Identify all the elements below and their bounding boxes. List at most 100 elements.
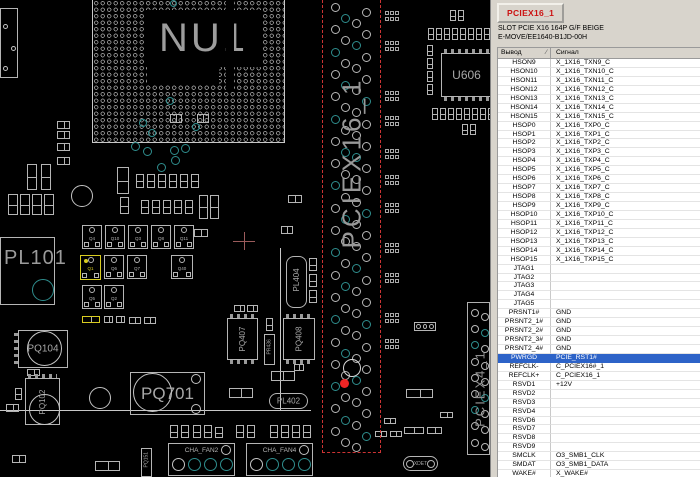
column-header-signal[interactable]: Сигнал <box>551 48 700 58</box>
component-pl404[interactable]: PL404 <box>286 256 307 308</box>
pin-row[interactable]: HSOP2 X_1X16_TXP2_C <box>498 139 700 149</box>
connector-cha-fan2[interactable]: CHA_FAN2 <box>168 443 235 476</box>
pin-row[interactable]: HSOP5 X_1X16_TXP5_C <box>498 166 700 176</box>
pin-pad[interactable] <box>352 442 361 452</box>
pin-row[interactable]: HSOP3 X_1X16_TXP3_C <box>498 148 700 158</box>
pin-pad[interactable] <box>481 313 489 321</box>
pin-pad[interactable] <box>471 390 479 398</box>
pin-pad[interactable] <box>341 125 350 135</box>
pin-pad[interactable] <box>362 297 371 307</box>
pin-row[interactable]: PRSNT2_1# GND <box>498 318 700 328</box>
pin-row[interactable]: RSVD8 <box>498 434 700 444</box>
pin-pad[interactable] <box>352 398 361 408</box>
pin-pad[interactable] <box>481 377 489 386</box>
pin-pad[interactable] <box>331 226 340 235</box>
pin-pad[interactable] <box>362 320 371 330</box>
pin-pad[interactable] <box>471 373 479 382</box>
pin-pad[interactable] <box>362 164 371 174</box>
component-pl101-outline[interactable] <box>0 237 55 305</box>
pin-row[interactable]: HSON11 X_1X16_TXN11_C <box>498 76 700 86</box>
transistor[interactable]: Q10 <box>105 225 125 249</box>
pin-pad[interactable] <box>362 30 371 40</box>
pin-pad[interactable] <box>481 442 489 451</box>
pcb-board[interactable]: NU1 Q4 Q10 Q3 Q8 Q11 Q1 Q6 Q7 Q40 Q5 Q2 PL101 PL404 PQ… <box>0 0 490 477</box>
pin-row[interactable]: HSOP6 X_1X16_TXP6_C <box>498 175 700 185</box>
pin-pad[interactable] <box>341 437 350 447</box>
pin-row[interactable]: HSON13 X_1X16_TXN13_C <box>498 94 700 104</box>
pin-pad[interactable] <box>341 14 350 24</box>
refdes-button[interactable]: PCIEX16_1 <box>497 3 565 23</box>
slot-pciex16-1[interactable]: PCIEX16_1 <box>322 0 381 453</box>
pin-row[interactable]: HSOP11 X_1X16_TXP11_C <box>498 219 700 229</box>
pin-pad[interactable] <box>331 114 340 124</box>
pin-pad[interactable] <box>362 74 371 84</box>
pin-pad[interactable] <box>331 270 340 280</box>
transistor[interactable]: Q40 <box>171 255 193 279</box>
pin-row[interactable]: HSOP10 X_1X16_TXP10_C <box>498 210 700 220</box>
pin-row[interactable]: SMCLK O3_SMB1_CLK <box>498 452 700 462</box>
pin-pad[interactable] <box>331 92 340 102</box>
pin-pad[interactable] <box>331 426 340 436</box>
pin-pad[interactable] <box>331 136 340 146</box>
pin-row[interactable]: PRSNT2_3# GND <box>498 336 700 345</box>
pin-pad[interactable] <box>331 3 340 12</box>
pin-row[interactable]: HSON14 X_1X16_TXN14_C <box>498 103 700 113</box>
transistor-q1-highlighted[interactable]: Q1 <box>80 255 101 280</box>
pin-pad[interactable] <box>341 304 350 314</box>
component-pq407[interactable]: PQ407 <box>227 314 258 364</box>
pin-pad[interactable] <box>471 422 479 431</box>
pin-row[interactable]: HSOP1 X_1X16_TXP1_C <box>498 130 700 140</box>
pin-row[interactable]: PWRGD PCIE_RST1# <box>498 353 700 363</box>
pin-row[interactable]: JTAG3 <box>498 282 700 292</box>
pin-row[interactable]: RSVD6 <box>498 416 700 426</box>
pin-pad[interactable] <box>352 152 361 162</box>
pin-pad[interactable] <box>362 387 371 397</box>
component-pl402[interactable]: PL402 <box>269 393 308 409</box>
pin-pad[interactable] <box>341 147 350 157</box>
pin-pad[interactable] <box>341 259 350 269</box>
pin-row[interactable]: JTAG4 <box>498 291 700 301</box>
pin-pad[interactable] <box>362 275 371 285</box>
pin-row[interactable]: HSOP13 X_1X16_TXP13_C <box>498 237 700 247</box>
pin-pad[interactable] <box>352 375 361 385</box>
transistor[interactable]: Q3 <box>128 225 148 249</box>
pin-pad[interactable] <box>341 36 350 46</box>
pin-pad[interactable] <box>341 192 350 202</box>
pin-pad[interactable] <box>362 253 371 263</box>
pin-row[interactable]: HSON9 X_1X16_TXN9_C <box>498 59 700 68</box>
pin-pad[interactable] <box>331 159 340 169</box>
pin-pad[interactable] <box>352 219 361 229</box>
pin-pad[interactable] <box>352 264 361 274</box>
component-u606[interactable]: U606 <box>441 49 490 101</box>
pin-pad[interactable] <box>331 315 340 325</box>
pin-row[interactable]: RSVD7 <box>498 425 700 435</box>
pin-row[interactable]: RSVD3 <box>498 398 700 408</box>
pin-pad[interactable] <box>352 286 361 296</box>
pin-pad[interactable] <box>352 309 361 319</box>
transistor[interactable]: Q7 <box>127 255 147 279</box>
pin-pad[interactable] <box>341 81 350 91</box>
pin-pad[interactable] <box>362 231 371 240</box>
pin-pad[interactable] <box>341 170 350 180</box>
pin-row[interactable]: RSVD4 <box>498 407 700 417</box>
pin-pad[interactable] <box>481 410 489 419</box>
pin-pad[interactable] <box>331 47 340 57</box>
pin-pad[interactable] <box>362 409 371 419</box>
pin-row[interactable]: RSVD9 <box>498 443 700 453</box>
pin-pad[interactable] <box>481 329 489 338</box>
pin-pad[interactable] <box>362 119 371 129</box>
pin-pad[interactable] <box>362 97 371 107</box>
pin-pad[interactable] <box>331 382 340 392</box>
pin-row[interactable]: HSON15 X_1X16_TXN15_C <box>498 112 700 122</box>
pin-pad[interactable] <box>471 341 479 350</box>
pin-pad[interactable] <box>352 420 361 430</box>
pin-row[interactable]: WAKE# X_WAKE# <box>498 470 700 477</box>
column-header-pin[interactable]: Вывод ∕ <box>498 48 551 58</box>
pin-pad[interactable] <box>331 69 340 79</box>
pin-pad[interactable] <box>341 103 350 113</box>
pin-pad[interactable] <box>362 342 371 352</box>
pin-pad[interactable] <box>341 393 350 403</box>
pin-pad[interactable] <box>362 208 371 218</box>
pin-row[interactable]: REFCLK+ C_PCIEX16_1 <box>498 371 700 381</box>
pin-pad[interactable] <box>352 242 361 252</box>
